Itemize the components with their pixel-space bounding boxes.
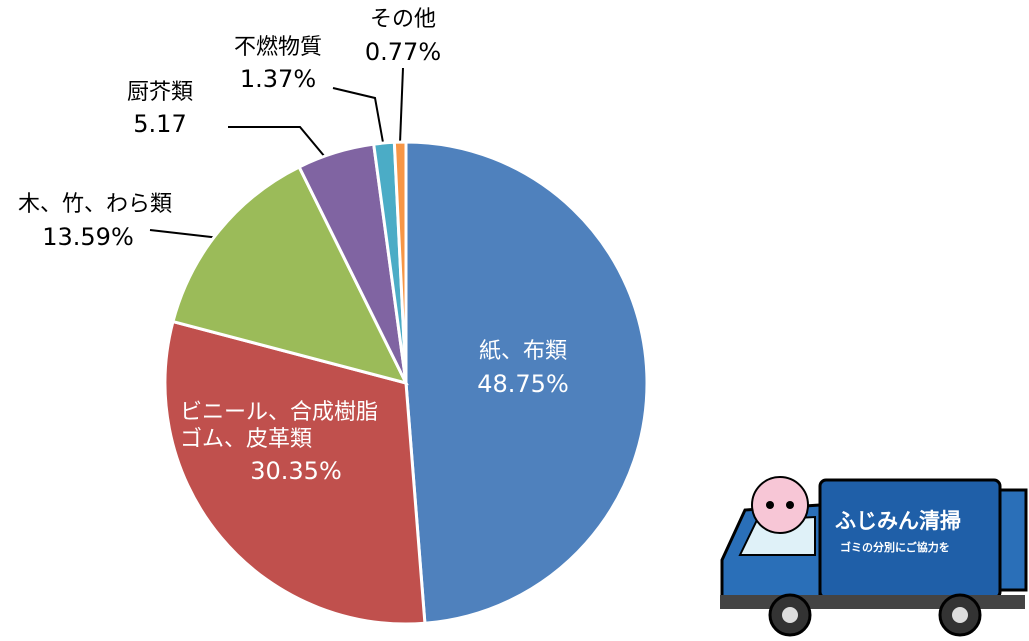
pie bbox=[163, 140, 649, 626]
leader-line bbox=[149, 229, 221, 239]
value-label: 0.77% bbox=[365, 38, 441, 66]
category-label: 木、竹、わら類 bbox=[18, 192, 172, 217]
category-label: ビニール、合成樹脂ゴム、皮革類 bbox=[180, 400, 378, 452]
hub bbox=[782, 607, 798, 623]
mascot-eye bbox=[786, 501, 794, 509]
pie-slice bbox=[171, 164, 409, 386]
leader-line bbox=[399, 67, 404, 144]
pie-slice bbox=[163, 319, 427, 626]
hub bbox=[952, 607, 968, 623]
truck-back bbox=[998, 488, 1028, 592]
truck-subtitle: ゴミの分別にご協力を bbox=[840, 540, 950, 554]
truck-title: ふじみん清掃 bbox=[835, 509, 961, 533]
category-label: 厨芥類 bbox=[127, 80, 193, 105]
truck: ふじみん清掃 ゴミの分別にご協力を bbox=[720, 476, 1028, 637]
value-label: 48.75% bbox=[477, 370, 569, 398]
pie-slice bbox=[404, 140, 649, 625]
category-label: 不燃物質 bbox=[234, 35, 322, 60]
leader-line bbox=[332, 87, 385, 149]
pie-slice bbox=[392, 140, 408, 384]
value-label: 5.17 bbox=[133, 110, 186, 138]
leader-line bbox=[228, 126, 331, 164]
truck-body bbox=[818, 478, 1002, 600]
value-label: 30.35% bbox=[250, 457, 342, 485]
labels: 紙、布類 48.75% ビニール、合成樹脂ゴム、皮革類 30.35% 木、竹、わら類 13… bbox=[18, 7, 569, 485]
value-label: 13.59% bbox=[42, 223, 134, 251]
value-label: 1.37% bbox=[240, 65, 316, 93]
category-label: その他 bbox=[370, 7, 436, 32]
category-label: 紙、布類 bbox=[479, 339, 567, 364]
mascot-eye bbox=[766, 501, 774, 509]
mascot bbox=[751, 476, 809, 534]
leader-lines bbox=[149, 67, 404, 239]
